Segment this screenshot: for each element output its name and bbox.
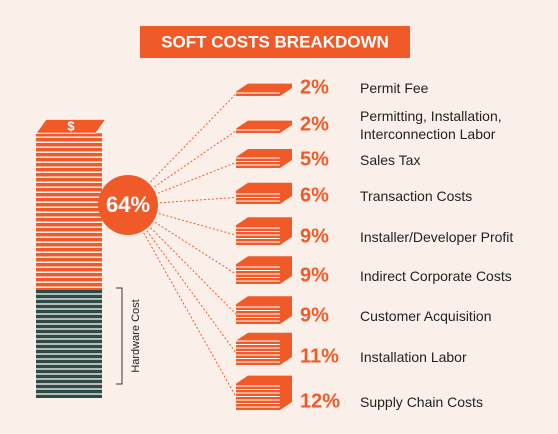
value-label: 6% bbox=[300, 184, 329, 206]
value-label: 2% bbox=[300, 76, 329, 98]
title-banner bbox=[140, 26, 410, 58]
category-label: Installer/Developer Profit bbox=[360, 229, 514, 245]
connector bbox=[127, 204, 237, 236]
value-label: 9% bbox=[300, 264, 329, 286]
category-label: Installation Labor bbox=[360, 349, 467, 365]
cost-stack bbox=[236, 182, 292, 204]
value-label: 9% bbox=[300, 225, 329, 247]
icon: $ bbox=[67, 119, 75, 134]
value-label: 12% bbox=[300, 390, 340, 412]
cost-stack bbox=[236, 332, 292, 365]
total-circle bbox=[98, 175, 158, 235]
value-label: 5% bbox=[300, 148, 329, 170]
category-label: Customer Acquisition bbox=[360, 308, 492, 324]
category-label: Permit Fee bbox=[360, 80, 429, 96]
cost-stack bbox=[236, 83, 292, 96]
stack-top bbox=[35, 118, 107, 134]
bracket bbox=[116, 287, 123, 385]
chart-title: SOFT COSTS BREAKDOWN bbox=[161, 32, 389, 51]
side-label: Hardware Cost bbox=[130, 299, 142, 372]
category-label: Sales Tax bbox=[360, 152, 421, 168]
connector bbox=[127, 162, 237, 206]
value-label: 2% bbox=[300, 113, 329, 135]
category-label: Permitting, Installation, Interconnectio… bbox=[360, 108, 502, 142]
category-label: Supply Chain Costs bbox=[360, 394, 483, 410]
category-label: Indirect Corporate Costs bbox=[360, 268, 512, 284]
total-label: 64% bbox=[106, 192, 150, 217]
connector bbox=[127, 204, 237, 398]
category-label: Transaction Costs bbox=[360, 188, 473, 204]
value-label: 9% bbox=[300, 304, 329, 326]
value-label: 11% bbox=[300, 345, 339, 367]
connector bbox=[127, 204, 237, 354]
cost-stack bbox=[236, 120, 292, 133]
